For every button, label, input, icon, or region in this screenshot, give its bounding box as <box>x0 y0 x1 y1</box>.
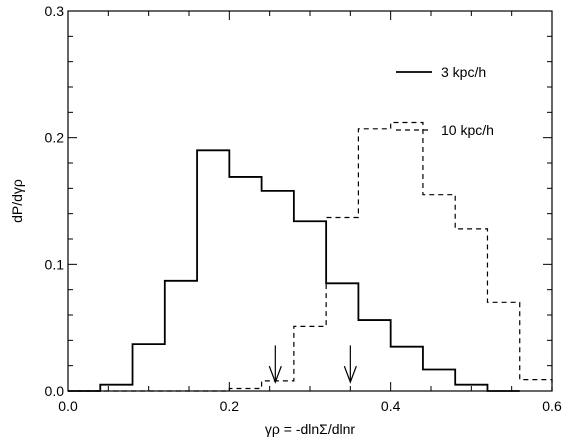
plot-axes: 0.0 0.2 0.4 0.6 0.0 0.1 0.2 0.3 <box>45 3 562 414</box>
y-tick-label: 0.3 <box>45 3 65 19</box>
down-arrow-head <box>268 365 282 384</box>
x-tick-label: 0.6 <box>542 398 562 414</box>
legend: 3 kpc/h 10 kpc/h <box>396 64 494 138</box>
y-axis-label: dP/dγρ <box>9 179 25 223</box>
legend-label: 10 kpc/h <box>441 122 494 138</box>
annotations <box>268 345 357 384</box>
y-tick-label: 0.0 <box>45 383 65 399</box>
legend-label: 3 kpc/h <box>441 64 486 80</box>
series-solid-line <box>68 149 520 392</box>
x-axis-label: γρ = -dlnΣ/dlnr <box>265 421 355 437</box>
y-tick-label: 0.1 <box>45 256 65 272</box>
x-tick-label: 0.0 <box>58 398 78 414</box>
y-tick-label: 0.2 <box>45 130 65 146</box>
series-dashed-line <box>68 121 553 392</box>
down-arrow-head <box>343 365 357 384</box>
series-layer <box>68 121 553 392</box>
axis-labels: γρ = -dlnΣ/dlnr dP/dγρ <box>9 179 355 437</box>
x-tick-label: 0.2 <box>220 398 240 414</box>
x-tick-label: 0.4 <box>381 398 401 414</box>
